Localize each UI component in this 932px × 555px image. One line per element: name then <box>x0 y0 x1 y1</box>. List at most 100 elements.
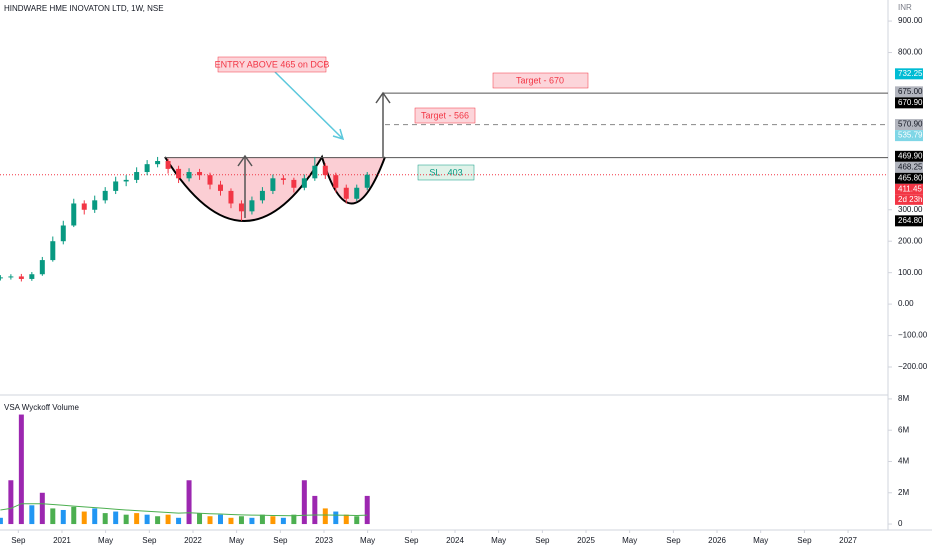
volume-bar <box>228 517 234 525</box>
y-tick-label: 200.00 <box>898 236 923 245</box>
volume-bar <box>92 508 98 525</box>
price-badge <box>895 119 923 131</box>
x-tick-label: 2022 <box>184 536 202 545</box>
volume-bar <box>113 511 119 525</box>
price-badge <box>895 97 923 109</box>
candle-body <box>217 184 223 191</box>
x-tick-label: 2025 <box>577 536 595 545</box>
candle-body <box>333 175 339 188</box>
x-tick-label: Sep <box>142 536 157 545</box>
price-badge-label: 570.90 <box>898 120 923 129</box>
target-box <box>492 72 589 89</box>
y-tick-label: −100.00 <box>898 331 928 340</box>
candle-body <box>60 225 66 242</box>
volume-bar <box>0 517 3 525</box>
candle-body <box>113 181 119 191</box>
candle-body <box>228 190 234 204</box>
candle-body <box>18 276 24 279</box>
volume-bar <box>312 495 318 525</box>
y-tick-label: 0 <box>898 519 903 528</box>
arrow-head <box>237 154 253 167</box>
x-tick-label: 2023 <box>315 536 333 545</box>
x-tick-label: May <box>622 536 637 545</box>
volume-bar <box>144 514 150 525</box>
volume-bar <box>207 516 213 525</box>
x-tick-label: Sep <box>535 536 550 545</box>
volume-bar <box>364 495 370 525</box>
candle-body <box>301 178 307 188</box>
x-tick-label: May <box>753 536 768 545</box>
volume-bar <box>301 480 307 525</box>
volume-bar <box>259 514 265 525</box>
volume-bar <box>343 514 349 525</box>
volume-bar <box>354 516 360 525</box>
volume-ma <box>0 503 368 517</box>
candle-body <box>176 168 182 179</box>
x-tick-label: 2021 <box>53 536 71 545</box>
volume-bar <box>333 511 339 525</box>
price-badge-label: 468.25 <box>898 162 923 171</box>
x-tick-label: Sep <box>404 536 419 545</box>
y-tick-label: −200.00 <box>898 362 928 371</box>
y-tick-label: 300.00 <box>898 205 923 214</box>
candle-body <box>259 190 265 201</box>
x-tick-label: Sep <box>797 536 812 545</box>
x-tick-label: May <box>491 536 506 545</box>
x-tick-label: 2024 <box>446 536 464 545</box>
y-tick-label: 4M <box>898 457 909 466</box>
candle-body <box>291 179 297 188</box>
candle-body <box>39 260 45 275</box>
x-tick-label: May <box>98 536 113 545</box>
volume-bar <box>186 480 192 525</box>
target-box <box>414 107 476 124</box>
volume-bar <box>165 514 171 525</box>
volume-bar <box>71 506 77 525</box>
countdown: 2d 23h <box>898 195 922 204</box>
candle-body <box>238 203 244 212</box>
volume-bar <box>197 513 203 525</box>
candle-body <box>29 274 35 279</box>
candle-body <box>134 172 140 180</box>
candle-body <box>186 172 192 179</box>
price-badge <box>895 215 923 227</box>
x-tick-label: Sep <box>11 536 26 545</box>
volume-bar <box>155 516 161 525</box>
volume-bar <box>60 509 66 525</box>
price-badge-label: 732.25 <box>898 69 923 78</box>
y-tick-label: 900.00 <box>898 16 923 25</box>
volume-bar <box>322 508 328 525</box>
candle-body <box>71 203 77 226</box>
x-tick-label: 2026 <box>708 536 726 545</box>
volume-bar <box>39 492 45 525</box>
candle-body <box>165 161 171 169</box>
candle-body <box>322 165 328 176</box>
x-tick-label: Sep <box>666 536 681 545</box>
target-text: Target - 670 <box>516 75 564 85</box>
candle-body <box>249 200 255 212</box>
volume-bar <box>238 516 244 525</box>
currency: INR <box>898 3 912 12</box>
candle-body <box>8 276 14 278</box>
entry-text: ENTRY ABOVE 465 on DCB <box>215 59 330 69</box>
price-badge <box>895 161 923 173</box>
y-tick-label: 2M <box>898 488 909 497</box>
sl-box <box>417 164 475 181</box>
volume-bar <box>270 516 276 525</box>
candle-body <box>50 241 56 261</box>
sl-text: SL 403 <box>429 167 462 177</box>
x-tick-label: 2027 <box>839 536 857 545</box>
candle-body <box>81 203 87 210</box>
candle-body <box>207 175 213 185</box>
candle-body <box>280 178 286 180</box>
volume-bar <box>123 514 129 525</box>
x-tick-label: Sep <box>273 536 288 545</box>
price-badge-label: 465.80 <box>898 173 923 182</box>
x-tick-label: May <box>229 536 244 545</box>
volume-bar <box>18 414 24 525</box>
candle-body <box>354 187 360 199</box>
price-badge-label: 535.79 <box>898 131 923 140</box>
price-badge <box>895 86 923 98</box>
volume-bar <box>291 514 297 525</box>
